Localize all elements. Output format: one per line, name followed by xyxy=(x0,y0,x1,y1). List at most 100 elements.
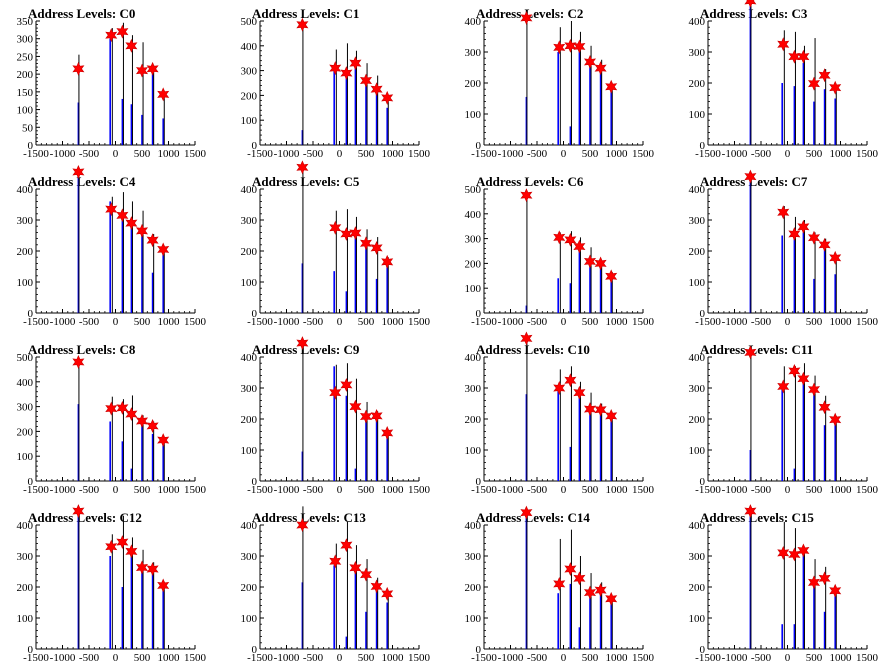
peak-marker xyxy=(818,237,831,252)
y-tick-label: 400 xyxy=(689,520,706,532)
peak-marker xyxy=(340,66,353,81)
x-tick-label: 500 xyxy=(582,652,599,664)
x-tick-label: -500 xyxy=(79,484,100,496)
peak-marker xyxy=(744,0,757,8)
peak-marker xyxy=(744,169,757,184)
y-tick-label: 400 xyxy=(465,352,482,364)
chart-title: Address Levels: C1 xyxy=(252,6,360,21)
y-tick-label: 100 xyxy=(241,613,258,625)
y-tick-label: 300 xyxy=(689,47,706,59)
y-tick-label: 300 xyxy=(241,66,258,78)
chart-plot: 0 100 200 300 400 -1500 -1000 -500 0 500 1000 1500 xyxy=(689,169,879,328)
peak-marker xyxy=(777,37,790,52)
peak-marker xyxy=(573,385,586,400)
x-tick-label: -1000 xyxy=(274,316,300,328)
x-tick-label: 0 xyxy=(337,484,343,496)
peak-marker xyxy=(329,220,342,235)
chart-plot: 0 100 200 300 400 -1500 -1000 -500 0 500 1000 1500 xyxy=(689,0,879,160)
x-tick-label: -500 xyxy=(303,148,324,160)
y-tick-label: 0 xyxy=(252,308,258,320)
chart-panel: Address Levels: C15 0 100 200 300 400 -1500 -10… xyxy=(672,504,896,672)
peak-marker xyxy=(157,87,170,102)
y-tick-label: 300 xyxy=(241,551,258,563)
chart-title: Address Levels: C12 xyxy=(28,510,142,525)
peak-marker xyxy=(797,543,810,558)
peak-marker xyxy=(744,504,757,518)
peak-marker xyxy=(829,583,842,598)
x-tick-label: 1000 xyxy=(382,316,405,328)
peak-marker xyxy=(788,547,801,562)
peak-marker xyxy=(296,518,309,532)
peak-marker xyxy=(520,331,533,346)
peak-marker xyxy=(520,10,533,25)
peak-marker xyxy=(777,205,790,220)
peak-marker xyxy=(349,56,362,71)
y-tick-label: 400 xyxy=(689,352,706,364)
x-tick-label: 0 xyxy=(337,148,343,160)
peak-marker xyxy=(349,399,362,414)
peak-marker xyxy=(146,562,159,576)
x-tick-label: -1500 xyxy=(471,484,497,496)
peak-marker xyxy=(340,538,353,553)
y-tick-label: 300 xyxy=(17,215,34,227)
y-tick-label: 100 xyxy=(465,109,482,121)
x-tick-label: 500 xyxy=(134,484,151,496)
peak-marker xyxy=(381,90,394,105)
peak-marker xyxy=(157,433,170,448)
y-tick-label: 100 xyxy=(241,115,258,127)
chart-panel: Address Levels: C2 0 100 200 300 400 -1500 -100… xyxy=(448,0,672,168)
peak-marker xyxy=(381,254,394,269)
y-tick-label: 500 xyxy=(465,184,482,196)
x-tick-label: -500 xyxy=(527,148,548,160)
x-tick-label: -1000 xyxy=(498,652,524,664)
x-tick-label: 500 xyxy=(134,148,151,160)
y-tick-label: 250 xyxy=(17,51,34,63)
x-tick-label: -1500 xyxy=(247,484,273,496)
x-tick-label: 1000 xyxy=(382,484,405,496)
y-tick-label: 200 xyxy=(465,582,482,594)
y-tick-label: 200 xyxy=(17,582,34,594)
x-tick-label: -1000 xyxy=(722,652,748,664)
y-tick-label: 100 xyxy=(689,277,706,289)
chart-title: Address Levels: C8 xyxy=(28,342,136,357)
y-tick-label: 200 xyxy=(241,90,258,102)
x-tick-label: 1000 xyxy=(830,484,853,496)
x-tick-label: 1500 xyxy=(408,484,431,496)
chart-panel: Address Levels: C10 0 100 200 300 400 -1500 -10… xyxy=(448,331,672,504)
peak-marker xyxy=(359,567,373,582)
y-tick-label: 0 xyxy=(252,644,258,656)
y-tick-label: 400 xyxy=(465,520,482,532)
x-tick-label: 1500 xyxy=(184,316,207,328)
x-tick-label: -500 xyxy=(751,652,772,664)
chart-plot: 0 50 100 150 200 250 300 350 -1500 -1000 -500 0 500 1… xyxy=(17,16,207,160)
peak-marker xyxy=(349,560,362,575)
x-tick-label: 1500 xyxy=(632,652,655,664)
y-tick-label: 0 xyxy=(700,140,706,152)
peak-marker xyxy=(146,418,159,433)
peak-marker xyxy=(818,571,831,586)
peak-marker xyxy=(594,61,607,76)
y-tick-label: 500 xyxy=(241,16,258,28)
chart-title: Address Levels: C13 xyxy=(252,510,366,525)
peak-marker xyxy=(135,414,149,428)
x-tick-label: -1500 xyxy=(23,484,49,496)
peak-marker xyxy=(797,49,810,64)
peak-marker xyxy=(349,226,362,240)
peak-marker xyxy=(744,345,757,360)
x-tick-label: 0 xyxy=(561,484,567,496)
x-tick-label: -1000 xyxy=(498,148,524,160)
chart-title: Address Levels: C9 xyxy=(252,342,360,357)
x-tick-label: 0 xyxy=(785,484,791,496)
x-tick-label: 500 xyxy=(806,652,823,664)
x-tick-label: -1000 xyxy=(50,316,76,328)
chart-panel: Address Levels: C8 0 100 200 300 400 500 -1500-… xyxy=(0,336,224,504)
peak-marker xyxy=(116,535,129,549)
y-tick-label: 0 xyxy=(700,644,706,656)
x-tick-label: 500 xyxy=(806,484,823,496)
chart-panel: Address Levels: C1 0 100 200 300 400 500 -1500-… xyxy=(224,0,448,168)
y-tick-label: 300 xyxy=(17,402,34,414)
chart-panel: Address Levels: C14 0 100 200 300 400 -1500 -10… xyxy=(448,504,672,672)
peak-marker xyxy=(807,575,821,590)
peak-marker xyxy=(594,583,607,598)
chart-panel: Address Levels: C3 0 100 200 300 400 -1500 -100… xyxy=(672,0,896,168)
